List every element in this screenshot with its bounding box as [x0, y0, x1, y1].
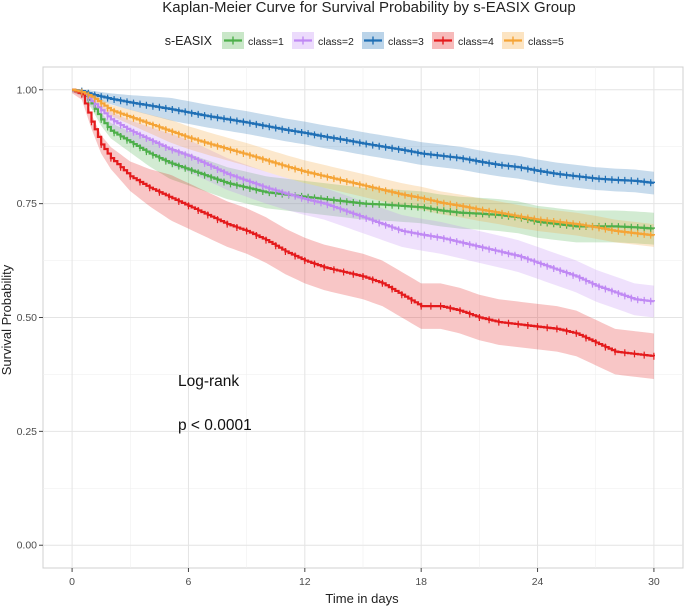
y-tick-label: 0.00: [17, 540, 38, 552]
legend-item-class-2: class=2: [292, 32, 354, 49]
x-tick-label: 0: [69, 576, 75, 588]
survival-curve-class-3: [72, 88, 656, 184]
legend-item-class-3: class=3: [362, 32, 424, 49]
ci-band-class-1: [72, 89, 654, 245]
ci-band-class-4: [72, 89, 654, 379]
x-tick-label: 6: [186, 576, 192, 588]
annotation-logrank: Log-rank: [178, 373, 239, 390]
y-tick-label: 0.75: [17, 198, 38, 210]
x-axis-label: Time in days: [325, 591, 399, 606]
legend-item-class-1: class=1: [222, 32, 284, 49]
ci-band-class-5: [72, 89, 654, 247]
x-tick-label: 24: [532, 576, 544, 588]
legend-title: s-EASIX: [165, 34, 213, 48]
x-tick-label: 12: [299, 576, 311, 588]
legend-item-class-5: class=5: [502, 32, 564, 49]
y-axis-label: Survival Probability: [0, 264, 14, 375]
survival-curve-class-2: [72, 88, 656, 303]
plot-area: 0 6 12 18 24 30 0.00 0.25 0.50 0.75 1.00: [17, 66, 684, 588]
survival-curve-class-5: [72, 88, 656, 237]
legend-label: class=5: [528, 36, 564, 48]
legend-label: class=4: [458, 36, 494, 48]
legend-label: class=1: [248, 36, 284, 48]
y-tick-label: 0.25: [17, 426, 38, 438]
legend: s-EASIX class=1 class=2 class=3 class=4 clas…: [165, 32, 564, 49]
y-tick-label: 0.50: [17, 312, 38, 324]
legend-item-class-4: class=4: [432, 32, 494, 49]
y-tick-label: 1.00: [17, 84, 38, 96]
chart-title: Kaplan-Meier Curve for Survival Probabil…: [162, 0, 576, 16]
annotation-pvalue: p < 0.0001: [178, 417, 252, 434]
legend-label: class=3: [388, 36, 424, 48]
censor-marks-class-5: [81, 88, 652, 239]
legend-label: class=2: [318, 36, 354, 48]
x-tick-label: 18: [415, 576, 427, 588]
x-tick-label: 30: [648, 576, 660, 588]
